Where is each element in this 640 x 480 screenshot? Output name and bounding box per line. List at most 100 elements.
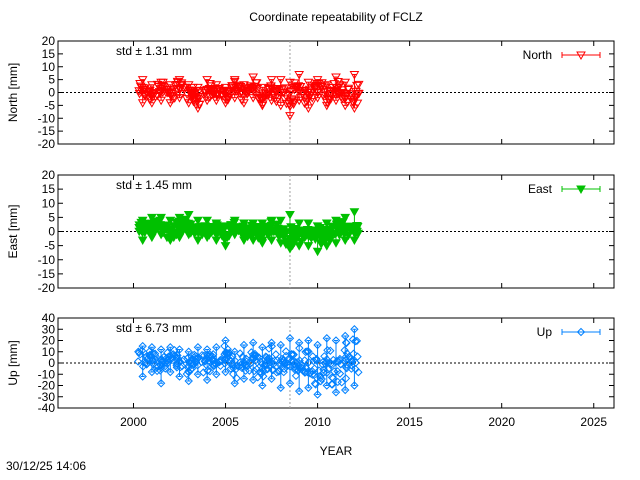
data-point [294, 219, 305, 229]
data-point [165, 216, 176, 226]
data-point [272, 94, 283, 104]
data-point [190, 350, 199, 360]
data-point [289, 96, 300, 106]
data-point [166, 89, 177, 99]
data-point [341, 374, 351, 383]
data-point [184, 347, 193, 356]
data-point [331, 96, 341, 106]
data-point [220, 355, 229, 365]
legend-marker [576, 51, 586, 61]
data-point [202, 76, 212, 85]
data-point [281, 357, 290, 367]
data-point [259, 372, 268, 381]
data-point [202, 233, 212, 243]
data-point [265, 360, 275, 370]
data-point [183, 81, 194, 90]
y-tick-label: 20 [42, 334, 56, 348]
data-point [235, 349, 245, 358]
y-tick-label: -10 [38, 367, 56, 381]
data-point [319, 82, 330, 91]
data-point [175, 357, 185, 367]
data-point [275, 101, 286, 111]
data-point [353, 352, 362, 361]
data-point [340, 236, 351, 245]
data-point [156, 345, 166, 354]
data-point [189, 360, 199, 369]
data-point [239, 340, 249, 350]
data-point [304, 347, 313, 356]
data-point [302, 96, 313, 106]
data-point [322, 334, 332, 343]
data-point [340, 331, 350, 341]
data-point [334, 81, 345, 90]
data-point [331, 239, 341, 248]
data-point [181, 95, 192, 104]
data-point [337, 378, 346, 387]
data-point [211, 81, 222, 90]
data-point [324, 96, 334, 105]
data-point [316, 376, 325, 386]
data-point [143, 354, 153, 363]
data-point [177, 90, 187, 99]
data-point [183, 230, 194, 240]
data-point [250, 349, 260, 359]
data-point [148, 348, 158, 358]
data-point [278, 358, 287, 367]
data-point [330, 367, 339, 376]
data-point [176, 362, 185, 372]
data-point [143, 91, 153, 101]
data-point [246, 82, 256, 92]
y-tick-label: 15 [42, 47, 56, 61]
data-point [212, 370, 221, 379]
data-point [316, 373, 325, 382]
data-point [313, 390, 322, 399]
data-point [285, 102, 295, 112]
y-tick-label: -5 [44, 98, 55, 112]
data-point [200, 86, 211, 96]
data-point [309, 356, 318, 366]
data-point [267, 374, 276, 383]
data-point [243, 87, 254, 97]
data-point [206, 90, 217, 100]
data-point [134, 348, 144, 357]
data-point [152, 366, 162, 376]
data-point [175, 345, 184, 354]
data-point [331, 336, 341, 345]
y-tick-label: 0 [48, 356, 55, 370]
data-point [276, 383, 285, 392]
data-point [322, 355, 331, 364]
data-point [341, 92, 352, 102]
data-point [302, 88, 313, 98]
x-tick-label: 2020 [488, 415, 515, 429]
data-point [351, 337, 360, 346]
data-point [292, 82, 303, 91]
data-point [340, 346, 349, 355]
data-point [294, 338, 304, 347]
y-tick-label: 30 [42, 322, 56, 336]
data-point [301, 231, 312, 241]
data-point [273, 232, 284, 242]
data-point [347, 360, 356, 370]
legend-marker [576, 185, 586, 195]
data-point [319, 368, 328, 378]
data-point [231, 83, 241, 93]
data-point [229, 230, 240, 240]
data-point [148, 355, 157, 364]
data-point [304, 383, 313, 392]
y-tick-label: -5 [44, 239, 55, 253]
data-point [211, 219, 222, 229]
data-point [280, 91, 291, 101]
data-point [226, 223, 237, 233]
data-point [137, 76, 148, 85]
data-point [137, 83, 147, 93]
data-point [287, 349, 297, 359]
data-point [145, 89, 156, 98]
data-point [303, 78, 314, 88]
data-point [158, 83, 169, 93]
data-point [258, 381, 267, 390]
data-point [310, 379, 320, 388]
data-point [285, 112, 295, 121]
data-point [302, 347, 312, 356]
data-point [165, 99, 176, 108]
data-point [340, 213, 351, 223]
